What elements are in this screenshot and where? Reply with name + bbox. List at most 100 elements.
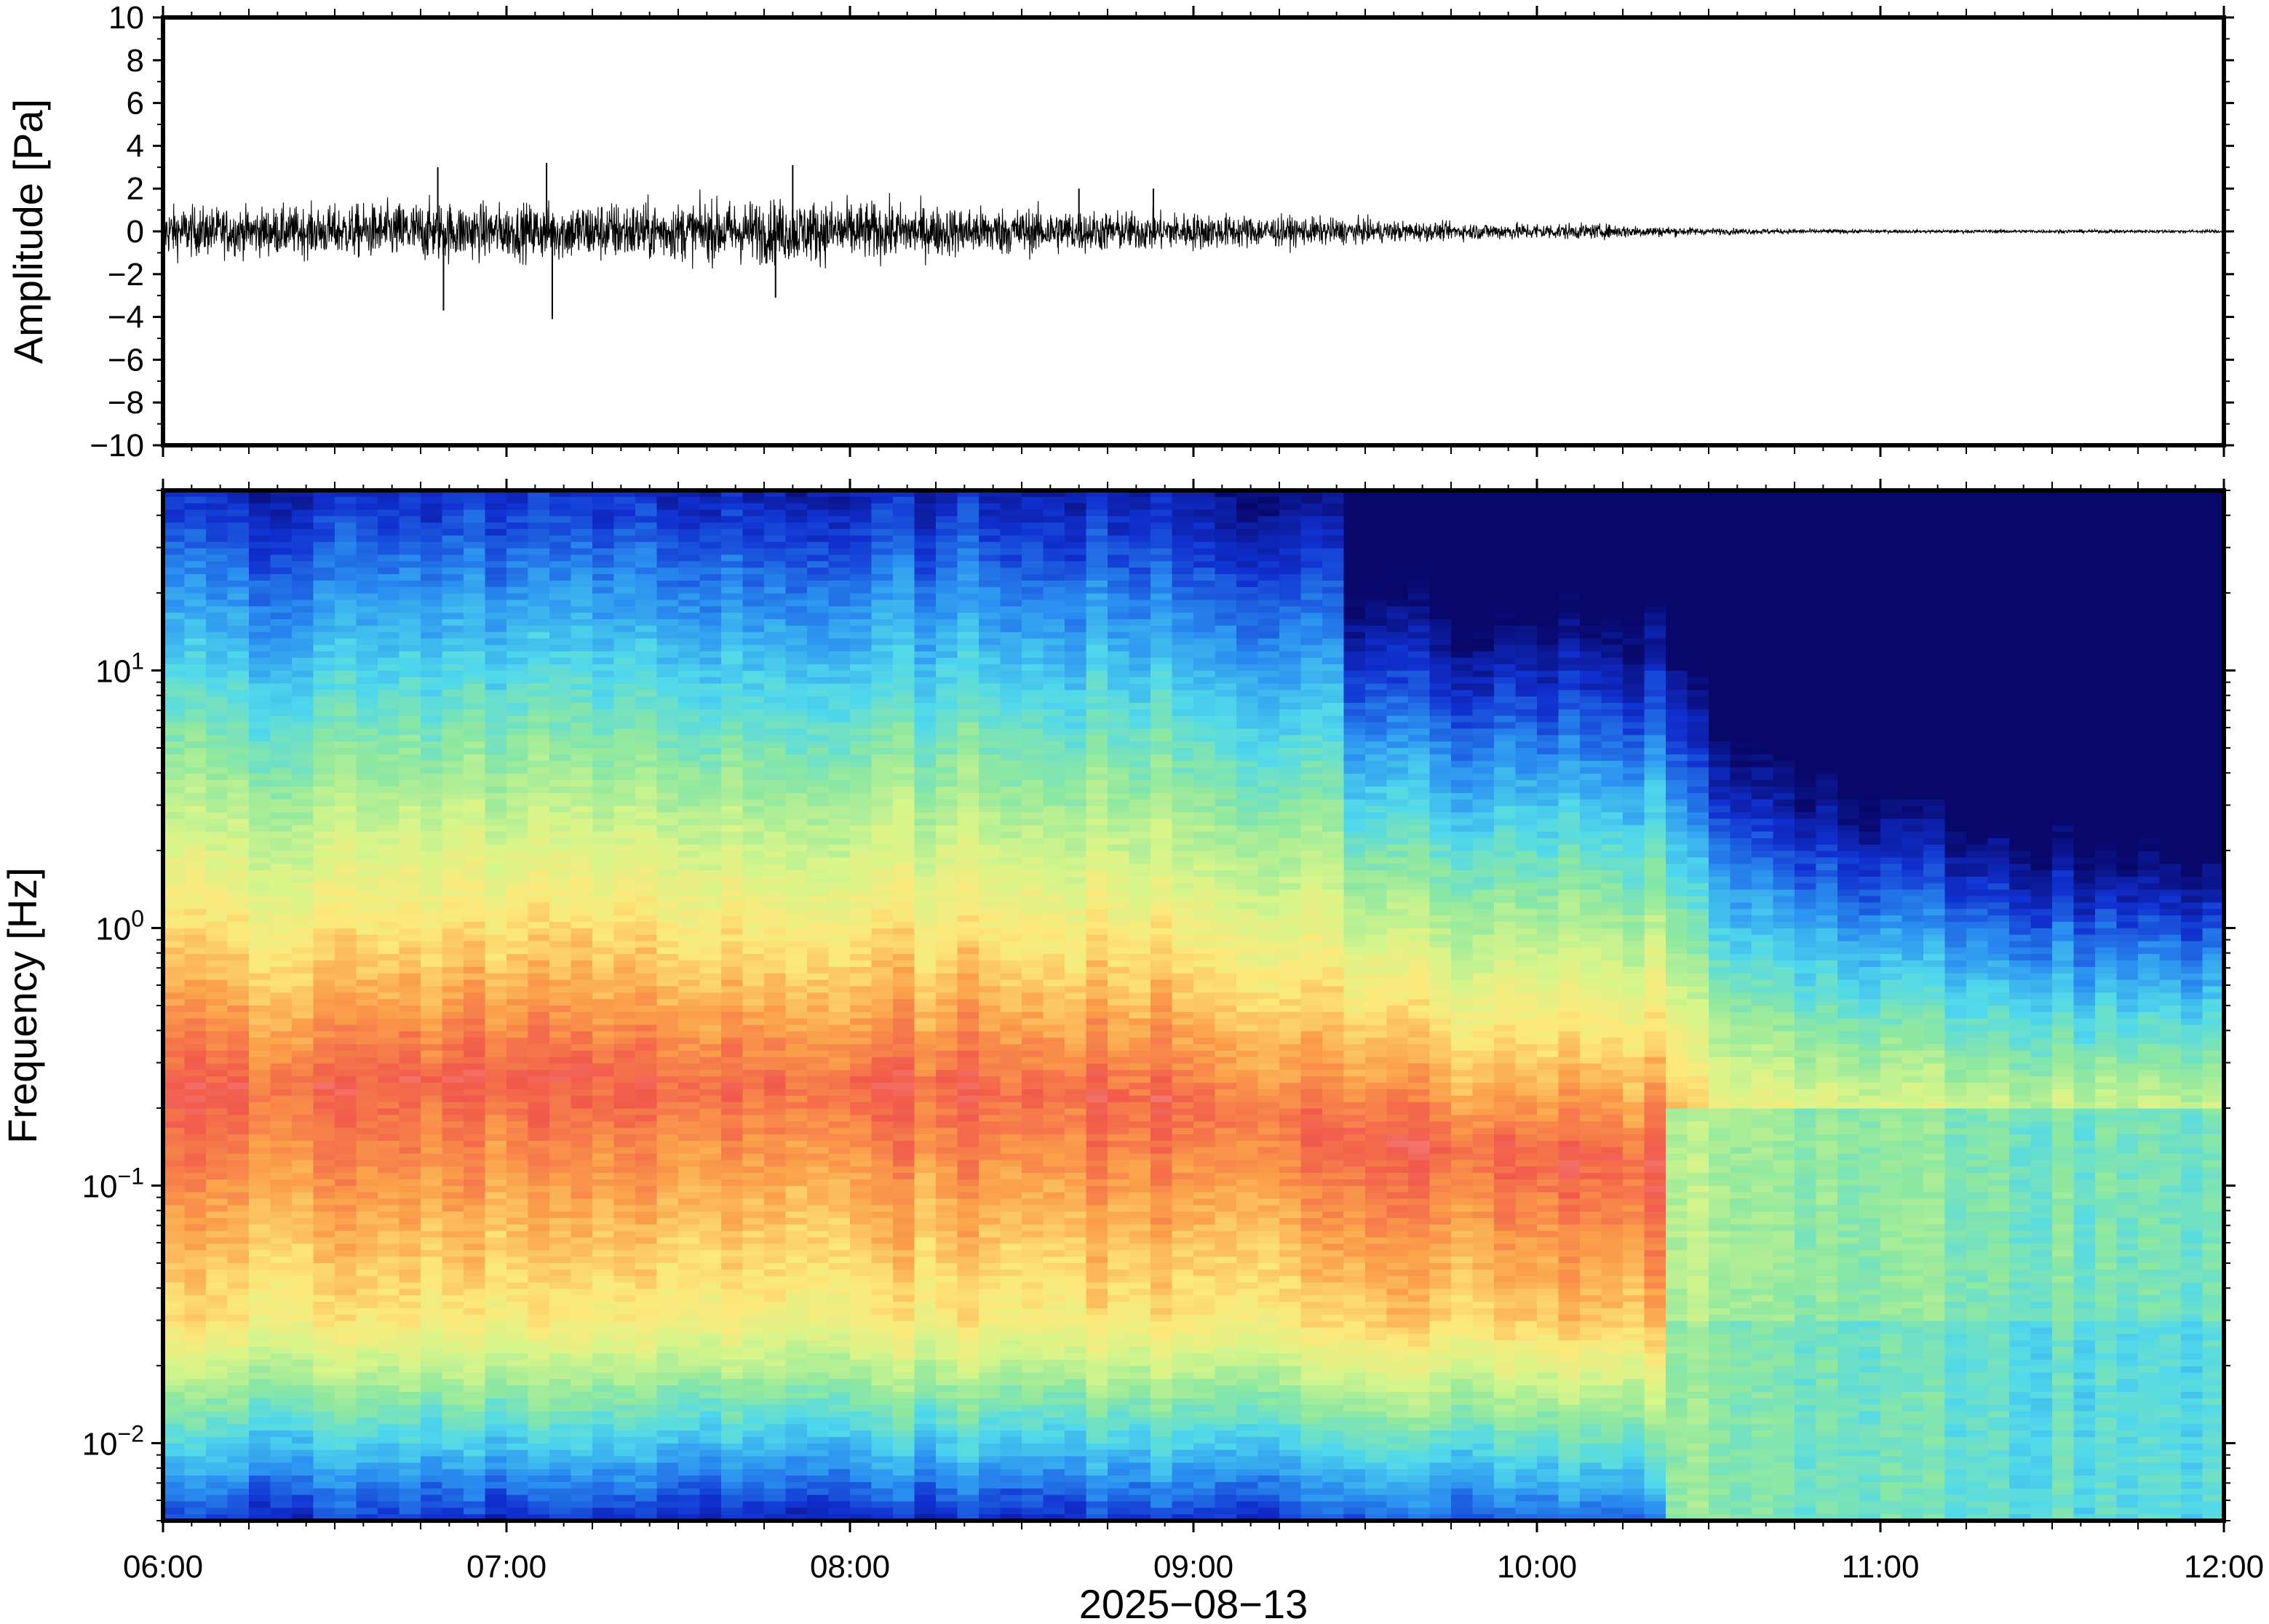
spectrogram-cell [742, 1243, 765, 1251]
spectrogram-cell [270, 741, 293, 749]
spectrogram-cell [699, 889, 722, 897]
spectrogram-cell [378, 1243, 400, 1251]
spectrogram-cell [592, 1140, 615, 1148]
spectrogram-cell [678, 1379, 701, 1386]
spectrogram-cell [335, 1417, 357, 1425]
spectrogram-cell [785, 503, 808, 511]
spectrogram-cell [592, 1108, 615, 1116]
spectrogram-cell [592, 864, 615, 871]
spectrogram-cell [656, 1275, 679, 1283]
spectrogram-cell [356, 645, 378, 652]
spectrogram-cell [399, 1076, 421, 1083]
spectrogram-cell [464, 658, 486, 665]
spectrogram-cell [764, 1257, 787, 1264]
spectrogram-cell [571, 1456, 593, 1463]
spectrogram-cell [549, 1031, 572, 1038]
spectrogram-cell [421, 1011, 443, 1019]
spectrogram-cell [613, 754, 636, 762]
spectrogram-cell [206, 1224, 229, 1232]
spectrogram-cell [270, 1314, 293, 1322]
spectrogram-cell [807, 1056, 830, 1064]
spectrogram-cell [678, 799, 701, 807]
spectrogram-cell [549, 934, 572, 942]
spectrogram-cell [807, 792, 830, 800]
spectrogram-cell [656, 1359, 679, 1367]
spectrogram-cell [656, 722, 679, 730]
spectrogram-cell [678, 896, 701, 903]
spectrogram-cell [506, 1243, 529, 1251]
spectrogram-cell [485, 735, 507, 742]
spectrogram-cell [571, 522, 593, 530]
spectrogram-cell [356, 787, 378, 794]
spectrogram-cell [807, 645, 830, 652]
spectrogram-cell [356, 490, 378, 498]
spectrogram-cell [528, 606, 550, 613]
spectrogram-cell [721, 986, 744, 993]
spectrogram-cell [506, 883, 529, 891]
spectrogram-cell [270, 586, 293, 594]
spectrogram-cell [613, 1018, 636, 1026]
spectrogram-cell [356, 1347, 378, 1354]
spectrogram-cell [678, 690, 701, 697]
spectrogram-cell [356, 1321, 378, 1329]
spectrogram-cell [442, 986, 464, 993]
spectrogram-cell [764, 1076, 787, 1083]
spectrogram-cell [442, 1481, 464, 1489]
spectrogram-cell [785, 1295, 808, 1302]
spectrogram-cell [678, 574, 701, 581]
spectrogram-cell [378, 1302, 400, 1309]
spectrogram-cell [764, 522, 787, 530]
spectrogram-cell [571, 1366, 593, 1374]
spectrogram-cell [292, 651, 314, 658]
spectrogram-cell [270, 767, 293, 774]
spectrogram-cell [163, 715, 186, 723]
spectrogram-cell [356, 992, 378, 1000]
spectrogram-cell [764, 799, 787, 807]
spectrogram-cell [421, 780, 443, 787]
spectrogram-cell [807, 690, 830, 697]
spectrogram-cell [249, 741, 271, 749]
spectrogram-cell [442, 638, 464, 645]
spectrogram-cell [528, 535, 550, 543]
spectrogram-cell [442, 909, 464, 916]
spectrogram-cell [678, 600, 701, 607]
spectrogram-cell [764, 1108, 787, 1116]
spectrogram-cell [335, 561, 357, 568]
spectrogram-cell [528, 954, 550, 961]
spectrogram-cell [335, 1289, 357, 1296]
spectrogram-cell [464, 1173, 486, 1180]
spectrogram-cell [656, 1430, 679, 1438]
spectrogram-cell [292, 1488, 314, 1496]
spectrogram-cell [292, 1481, 314, 1489]
spectrogram-cell [742, 1456, 765, 1463]
spectrogram-cell [721, 703, 744, 710]
spectrogram-cell [421, 1307, 443, 1315]
spectrogram-cell [378, 574, 400, 581]
spectrogram-cell [699, 490, 722, 498]
spectrogram-cell [785, 1436, 808, 1444]
spectrogram-cell [249, 909, 271, 916]
spectrogram-cell [163, 651, 186, 658]
spectrogram-cell [421, 1417, 443, 1425]
spectrogram-cell [613, 1443, 636, 1451]
spectrogram-cell [785, 613, 808, 620]
spectrogram-cell [356, 1237, 378, 1245]
spectrogram-cell [313, 593, 335, 601]
spectrogram-cell [485, 1250, 507, 1257]
spectrogram-cell [656, 844, 679, 852]
spectrogram-cell [421, 1083, 443, 1090]
spectrogram-cell [378, 767, 400, 774]
spectrogram-cell [270, 509, 293, 517]
spectrogram-cell [270, 851, 293, 859]
spectrogram-cell [678, 1295, 701, 1302]
spectrogram-cell [464, 1024, 486, 1032]
spectrogram-cell [571, 715, 593, 723]
spectrogram-cell [549, 670, 572, 678]
spectrogram-cell [421, 554, 443, 562]
spectrogram-cell [249, 947, 271, 955]
spectrogram-cell [807, 1295, 830, 1302]
spectrogram-cell [785, 773, 808, 781]
spectrogram-cell [270, 1211, 293, 1219]
spectrogram-cell [356, 1211, 378, 1219]
spectrogram-cell [399, 973, 421, 981]
